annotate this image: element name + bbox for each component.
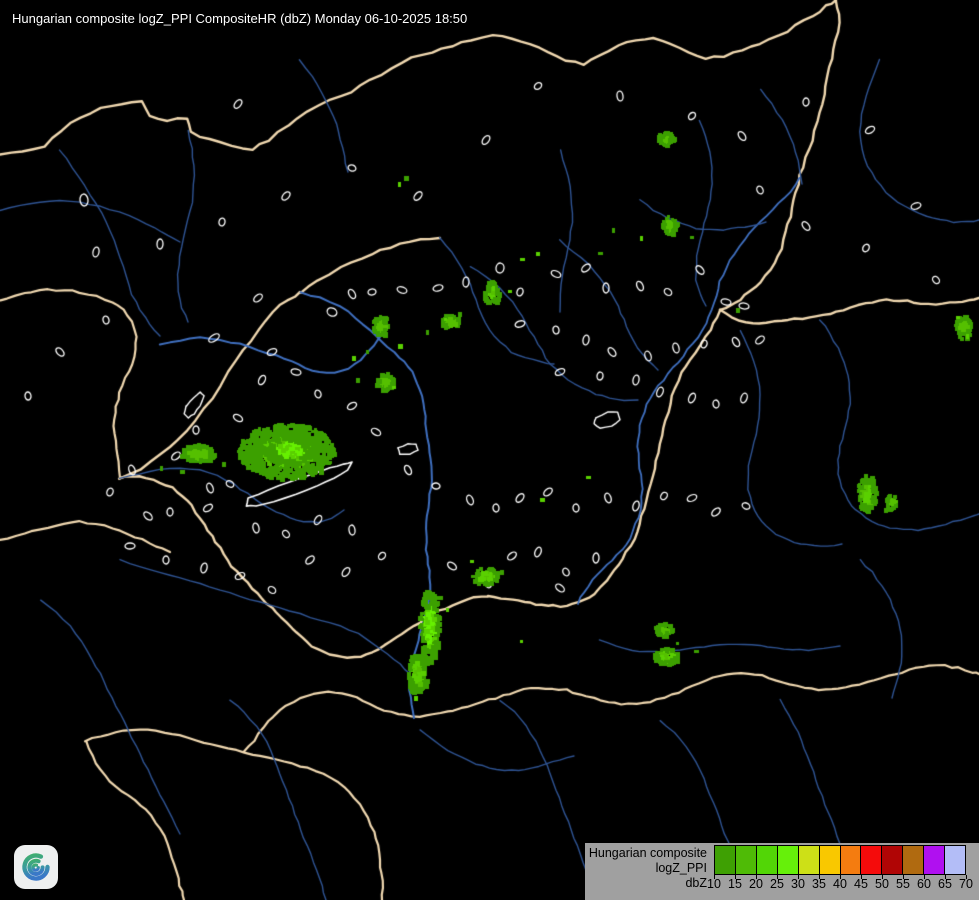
legend-caption: Hungarian composite logZ_PPI dbZ — [585, 843, 707, 891]
legend-swatch-50 — [882, 846, 904, 874]
legend-swatch-30 — [798, 846, 820, 874]
dbz-color-legend: Hungarian composite logZ_PPI dbZ 10 15 20 2… — [585, 843, 979, 900]
legend-tick-mark-10 — [714, 875, 715, 879]
legend-tick-30: 30 — [791, 877, 805, 891]
legend-tick-25: 25 — [770, 877, 784, 891]
legend-tick-15: 15 — [728, 877, 742, 891]
legend-tick-mark-50 — [882, 875, 883, 879]
legend-scale: 10 15 20 25 30 35 40 45 50 55 60 65 70 — [707, 843, 973, 897]
legend-caption-line-1: Hungarian composite — [588, 846, 707, 860]
legend-tick-35: 35 — [812, 877, 826, 891]
legend-tick-55: 55 — [896, 877, 910, 891]
legend-tick-40: 40 — [833, 877, 847, 891]
legend-tick-mark-15 — [735, 875, 736, 879]
legend-swatch-45 — [861, 846, 883, 874]
legend-tick-mark-55 — [903, 875, 904, 879]
legend-tick-labels: 10 15 20 25 30 35 40 45 50 55 60 65 70 — [707, 875, 973, 897]
legend-tick-10: 10 — [707, 877, 721, 891]
legend-swatch-35 — [819, 846, 841, 874]
legend-caption-line-3: dbZ — [685, 876, 707, 890]
legend-caption-line-2: logZ_PPI — [655, 861, 707, 875]
legend-tick-mark-30 — [798, 875, 799, 879]
legend-tick-mark-70 — [966, 875, 967, 879]
legend-tick-mark-65 — [945, 875, 946, 879]
legend-tick-65: 65 — [938, 877, 952, 891]
legend-swatch-55 — [903, 846, 925, 874]
legend-tick-45: 45 — [854, 877, 868, 891]
legend-tick-70: 70 — [959, 877, 973, 891]
legend-color-bar — [714, 845, 966, 875]
product-title: Hungarian composite logZ_PPI CompositeHR… — [12, 11, 468, 26]
legend-tick-mark-25 — [777, 875, 778, 879]
legend-tick-mark-40 — [840, 875, 841, 879]
legend-swatch-10 — [715, 846, 736, 874]
legend-tick-mark-60 — [924, 875, 925, 879]
legend-swatch-65 — [945, 846, 966, 874]
legend-tick-mark-35 — [819, 875, 820, 879]
legend-tick-60: 60 — [917, 877, 931, 891]
legend-swatch-40 — [840, 846, 862, 874]
swirl-logo-icon — [22, 853, 50, 881]
legend-tick-mark-45 — [861, 875, 862, 879]
swirl-logo — [14, 845, 58, 889]
legend-swatch-20 — [756, 846, 778, 874]
legend-tick-50: 50 — [875, 877, 889, 891]
legend-tick-mark-20 — [756, 875, 757, 879]
legend-swatch-60 — [924, 846, 946, 874]
legend-tick-20: 20 — [749, 877, 763, 891]
legend-swatch-25 — [777, 846, 799, 874]
legend-swatch-15 — [735, 846, 757, 874]
